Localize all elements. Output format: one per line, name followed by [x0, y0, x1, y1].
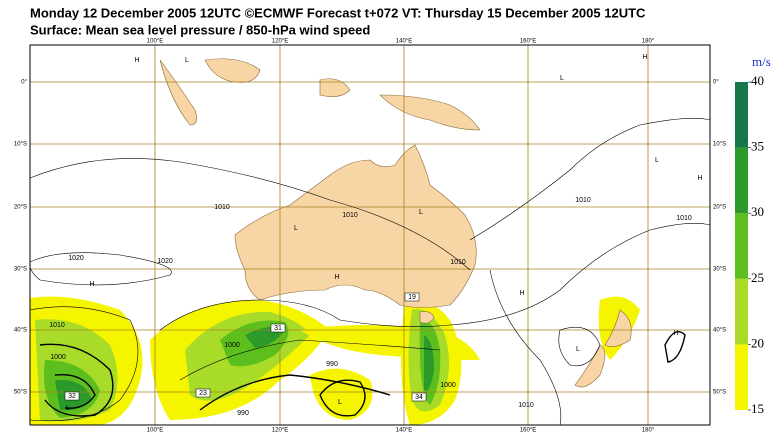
colorbar-tick-label: 25 [751, 270, 764, 285]
pressure-label: 1010 [575, 197, 591, 204]
lon-label: 140°E [396, 39, 412, 45]
lat-label: 20°S [14, 205, 27, 211]
pressure-label: 1010 [450, 259, 466, 266]
lon-label: 160°E [520, 428, 536, 434]
pressure-label: L [560, 75, 564, 82]
colorbar: 15 20 25 30 35 40 [735, 73, 764, 416]
pressure-label: H [642, 54, 647, 61]
colorbar-band [735, 147, 748, 214]
landmasses [159, 58, 632, 388]
colorbar-tick-label: 40 [751, 73, 764, 88]
pressure-label: H [134, 57, 139, 64]
pressure-label: 990 [237, 410, 249, 417]
pressure-label: H [519, 290, 524, 297]
lon-label: 120°E [272, 428, 288, 434]
colorbar-tick-label: 20 [751, 335, 764, 350]
lat-label: 0° [713, 80, 719, 86]
colorbar-band [735, 213, 748, 279]
wind-max-box [404, 292, 420, 302]
colorbar-tick-label: 35 [751, 139, 764, 154]
lon-label: 140°E [396, 428, 412, 434]
wind-max-label: 32 [68, 393, 76, 400]
colorbar-band [735, 82, 748, 148]
pressure-label: L [185, 57, 189, 64]
pressure-label: 1000 [50, 354, 66, 361]
lat-label: 50°S [14, 390, 27, 396]
pressure-label: 1010 [518, 402, 534, 409]
lon-label: 100°E [147, 39, 163, 45]
lat-label: 30°S [713, 267, 726, 273]
map-frame [29, 44, 711, 426]
pressure-label: 1010 [676, 215, 692, 222]
pressure-label: H [334, 274, 339, 281]
graticule: 100°E 100°E 120°E 120°E 140°E 140°E 160°E 160°E… [14, 39, 726, 434]
pressure-label: L [66, 405, 70, 412]
lon-label: 160°E [520, 39, 536, 45]
pressure-label: L [294, 225, 298, 232]
pressure-label: 1010 [49, 322, 65, 329]
lon-label: 180° [642, 428, 655, 434]
pressure-label: 1020 [157, 258, 173, 265]
lat-label: 0° [21, 80, 27, 86]
colorbar-tick-label: 30 [751, 204, 764, 219]
map-labels: H L L H L H L L H H H L H L L 1010 1010 1010 1010 1010 1020 1… [49, 54, 702, 417]
colorbar-band [735, 278, 748, 345]
pressure-label: L [338, 399, 342, 406]
pressure-label: L [576, 346, 580, 353]
pressure-label: 1010 [342, 212, 358, 219]
pressure-label: H [673, 330, 678, 337]
title: Monday 12 December 2005 12UTC ©ECMWF For… [30, 5, 646, 20]
pressure-label: 1000 [224, 342, 240, 349]
wind-max-label: 31 [274, 325, 282, 332]
lat-label: 20°S [713, 205, 726, 211]
colorbar-band [735, 344, 748, 410]
pressure-label: 1020 [68, 255, 84, 262]
pressure-label: H [89, 281, 94, 288]
isobars [29, 118, 711, 426]
pressure-label: 1010 [214, 204, 230, 211]
lon-label: 100°E [147, 428, 163, 434]
wind-max-label: 34 [415, 394, 423, 401]
wind-max-box [64, 391, 80, 401]
pressure-label: 1000 [440, 382, 456, 389]
pressure-label: H [697, 175, 702, 182]
lon-label: 180° [642, 39, 655, 45]
lat-label: 50°S [713, 390, 726, 396]
wind-max-box [411, 392, 427, 402]
pressure-label: L [419, 209, 423, 216]
wind-max-label: 19 [408, 294, 416, 301]
colorbar-unit: m/s [752, 54, 771, 69]
wind-max-box [270, 323, 286, 333]
subtitle: Surface: Mean sea level pressure / 850-h… [30, 22, 370, 37]
lat-label: 10°S [713, 142, 726, 148]
lat-label: 40°S [14, 328, 27, 334]
lat-label: 10°S [14, 142, 27, 148]
wind-max-box [195, 388, 211, 398]
colorbar-tick-label: 15 [751, 401, 764, 416]
lon-label: 120°E [272, 39, 288, 45]
pressure-label: L [655, 157, 659, 164]
lat-label: 40°S [713, 328, 726, 334]
pressure-label: 990 [326, 361, 338, 368]
wind-max-label: 23 [199, 390, 207, 397]
lat-label: 30°S [14, 267, 27, 273]
